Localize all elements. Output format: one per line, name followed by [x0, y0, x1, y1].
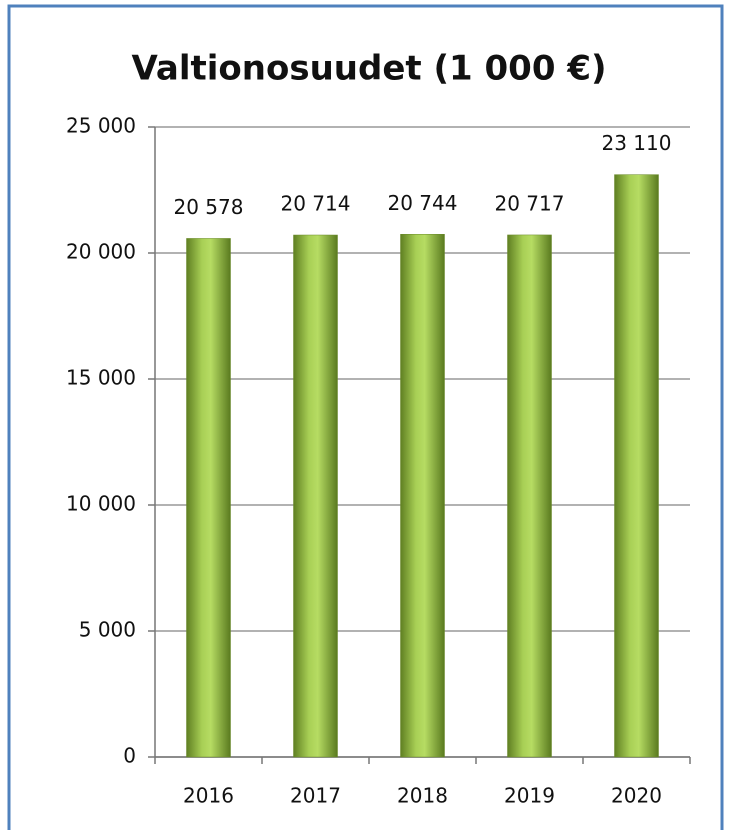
value-label: 23 110: [602, 131, 672, 155]
y-tick-label: 20 000: [66, 240, 136, 264]
y-tick-label: 5 000: [79, 618, 136, 642]
value-label: 20 744: [388, 191, 458, 215]
frame: [7, 4, 724, 830]
bar: [293, 234, 338, 758]
x-tick-label: 2017: [290, 784, 341, 808]
value-label: 20 578: [174, 195, 244, 219]
x-tick-label: 2020: [611, 784, 662, 808]
x-tick-label: 2018: [397, 784, 448, 808]
x-tick-label: 2016: [183, 784, 234, 808]
bar: [614, 174, 659, 758]
value-label: 20 717: [495, 191, 565, 215]
x-tick-label: 2019: [504, 784, 555, 808]
y-tick-label: 0: [123, 744, 136, 768]
bar: [186, 238, 231, 758]
y-tick-label: 25 000: [66, 114, 136, 138]
y-tick-label: 10 000: [66, 492, 136, 516]
y-tick-label: 15 000: [66, 366, 136, 390]
bar: [507, 234, 552, 758]
chart-title: Valtionosuudet (1 000 €): [131, 49, 606, 89]
bar: [400, 234, 445, 758]
value-label: 20 714: [281, 192, 351, 216]
